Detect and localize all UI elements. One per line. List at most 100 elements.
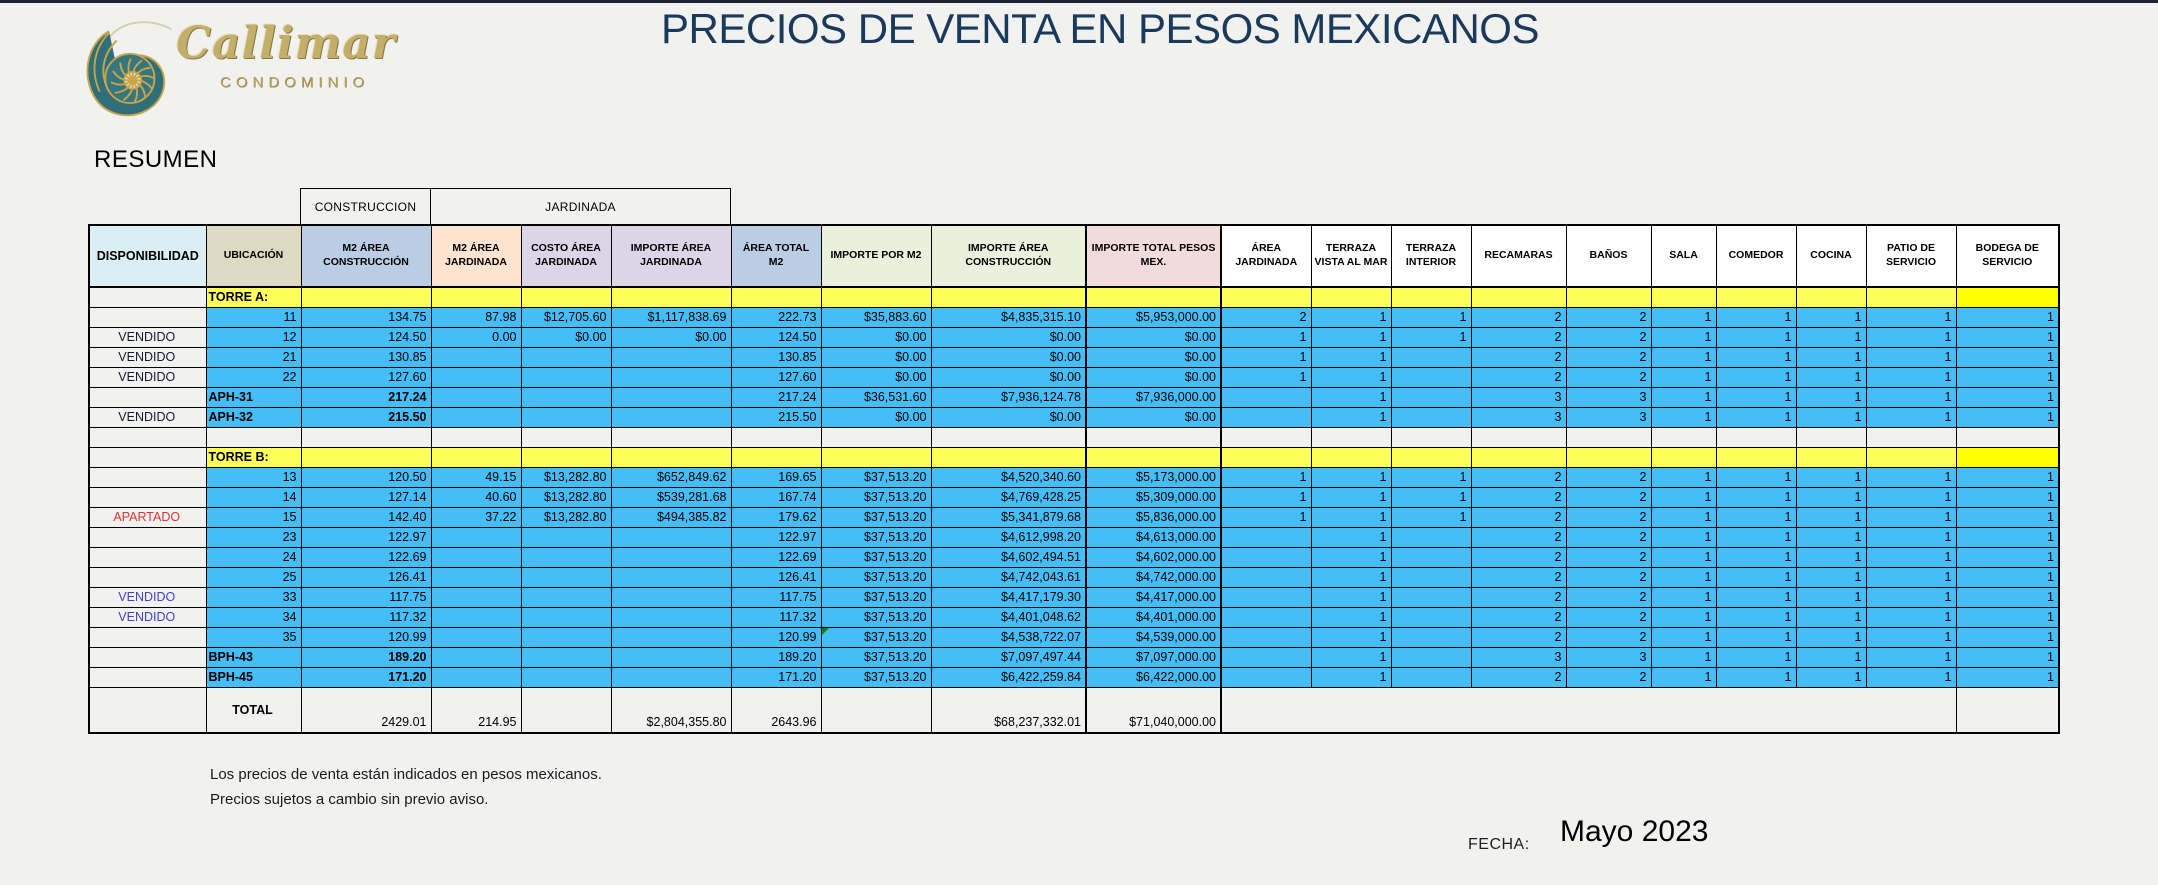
cell-cj <box>520 386 612 408</box>
table-row: TORRE A: <box>88 286 2060 308</box>
cell-m2c: 117.32 <box>300 606 432 628</box>
cell-ipm: $35,883.60 <box>820 306 932 328</box>
cell-at: 169.65 <box>730 466 822 488</box>
cell-cj: $12,705.60 <box>520 306 612 328</box>
cell-ic: $4,417,179.30 <box>930 586 1087 608</box>
cell-patio: 1 <box>1865 486 1957 508</box>
cell-m2j: 0.00 <box>430 326 522 348</box>
cell-ajc <box>1220 586 1312 608</box>
cell-bodega <box>1955 286 2060 308</box>
cell-ipm: $37,513.20 <box>820 666 932 688</box>
cell-m2c <box>300 446 432 468</box>
cell-m2c <box>300 286 432 308</box>
cell-ajc <box>1220 546 1312 568</box>
cell-m2c: 2429.01 <box>300 686 432 734</box>
cell-sala: 1 <box>1650 666 1717 688</box>
fecha-value: Mayo 2023 <box>1560 815 1709 848</box>
cell-ub: 12 <box>205 326 302 348</box>
cell-sala: 1 <box>1650 566 1717 588</box>
cell-com: 1 <box>1715 306 1797 328</box>
cell-bodega: 1 <box>1955 486 2060 508</box>
cell-ajc <box>1220 526 1312 548</box>
cell-bodega: 1 <box>1955 586 2060 608</box>
cell-rec: 2 <box>1470 606 1567 628</box>
cell-bodega: 1 <box>1955 366 2060 388</box>
cell-m2c: 126.41 <box>300 566 432 588</box>
cell-m2c: 142.40 <box>300 506 432 528</box>
cell-sala: 1 <box>1650 406 1717 428</box>
cell-ipm: $0.00 <box>820 326 932 348</box>
cell-at: 130.85 <box>730 346 822 368</box>
cell-m2c: 124.50 <box>300 326 432 348</box>
cell-m2j: 87.98 <box>430 306 522 328</box>
cell-ub: 34 <box>205 606 302 628</box>
cell-bodega: 1 <box>1955 626 2060 648</box>
cell-cj <box>520 686 612 734</box>
cell-sala: 1 <box>1650 326 1717 348</box>
cell-disp <box>88 666 207 688</box>
cell-coc: 1 <box>1795 486 1867 508</box>
cell-coc: 1 <box>1795 546 1867 568</box>
cell-ban: 2 <box>1565 526 1652 548</box>
cell-m2c <box>300 426 432 448</box>
table-body: TORRE A: 11 134.75 87.98 $12,705.60 $1,117,83… <box>88 286 2060 734</box>
cell-m2c: 127.14 <box>300 486 432 508</box>
cell-ban: 2 <box>1565 566 1652 588</box>
cell-ban: 2 <box>1565 666 1652 688</box>
cell-cj <box>520 626 612 648</box>
cell-ajc <box>1220 406 1312 428</box>
cell-m2j <box>430 626 522 648</box>
cell-ipm <box>820 426 932 448</box>
cell-rec: 3 <box>1470 646 1567 668</box>
cell-sala: 1 <box>1650 586 1717 608</box>
cell-it: $6,422,000.00 <box>1085 666 1222 688</box>
cell-ban: 3 <box>1565 386 1652 408</box>
cell-m2j <box>430 566 522 588</box>
column-header-ub: UBICACIÓN <box>205 224 302 288</box>
cell-ij <box>610 626 732 648</box>
cell-rec <box>1470 446 1567 468</box>
cell-com: 1 <box>1715 366 1797 388</box>
cell-rec: 3 <box>1470 406 1567 428</box>
cell-tvm <box>1310 286 1392 308</box>
resumen-heading: RESUMEN <box>94 146 218 173</box>
cell-m2j <box>430 526 522 548</box>
cell-com: 1 <box>1715 466 1797 488</box>
cell-ub: APH-31 <box>205 386 302 408</box>
cell-ti <box>1390 566 1472 588</box>
footnote-currency: Los precios de venta están indicados en … <box>210 766 602 783</box>
cell-com <box>1715 426 1797 448</box>
cell-it: $0.00 <box>1085 346 1222 368</box>
cell-tvm: 1 <box>1310 346 1392 368</box>
cell-patio <box>1865 446 1957 468</box>
cell-ajc <box>1220 446 1312 468</box>
cell-at: 167.74 <box>730 486 822 508</box>
cell-disp <box>88 486 207 508</box>
brand-subtitle: CONDOMINIO <box>220 74 370 91</box>
cell-cj <box>520 546 612 568</box>
cell-it: $4,602,000.00 <box>1085 546 1222 568</box>
cell-bodega <box>1955 686 2060 734</box>
cell-ub: BPH-43 <box>205 646 302 668</box>
table-row: VENDIDO 21 130.85 130.85 $0.00 $0.00 $0.00 1 1 2 2… <box>88 346 2060 368</box>
cell-ban: 2 <box>1565 606 1652 628</box>
column-header-sala: SALA <box>1650 224 1717 288</box>
column-header-ti: TERRAZA INTERIOR <box>1390 224 1472 288</box>
cell-rec: 2 <box>1470 586 1567 608</box>
cell-coc <box>1795 286 1867 308</box>
company-logo: Callimar CONDOMINIO <box>78 14 408 124</box>
cell-com: 1 <box>1715 606 1797 628</box>
cell-com: 1 <box>1715 566 1797 588</box>
group-header-jardinada: JARDINADA <box>430 188 731 225</box>
cell-ij <box>610 566 732 588</box>
cell-patio: 1 <box>1865 386 1957 408</box>
column-header-ipm: IMPORTE POR M2 <box>820 224 932 288</box>
cell-ipm: $0.00 <box>820 346 932 368</box>
table-row: BPH-43 189.20 189.20 $37,513.20 $7,097,497.4… <box>88 646 2060 668</box>
cell-m2c: 215.50 <box>300 406 432 428</box>
cell-coc: 1 <box>1795 306 1867 328</box>
cell-ub: 22 <box>205 366 302 388</box>
cell-disp: VENDIDO <box>88 606 207 628</box>
table-row: 25 126.41 126.41 $37,513.20 $4,742,043.61 $4,… <box>88 566 2060 588</box>
cell-com <box>1715 446 1797 468</box>
